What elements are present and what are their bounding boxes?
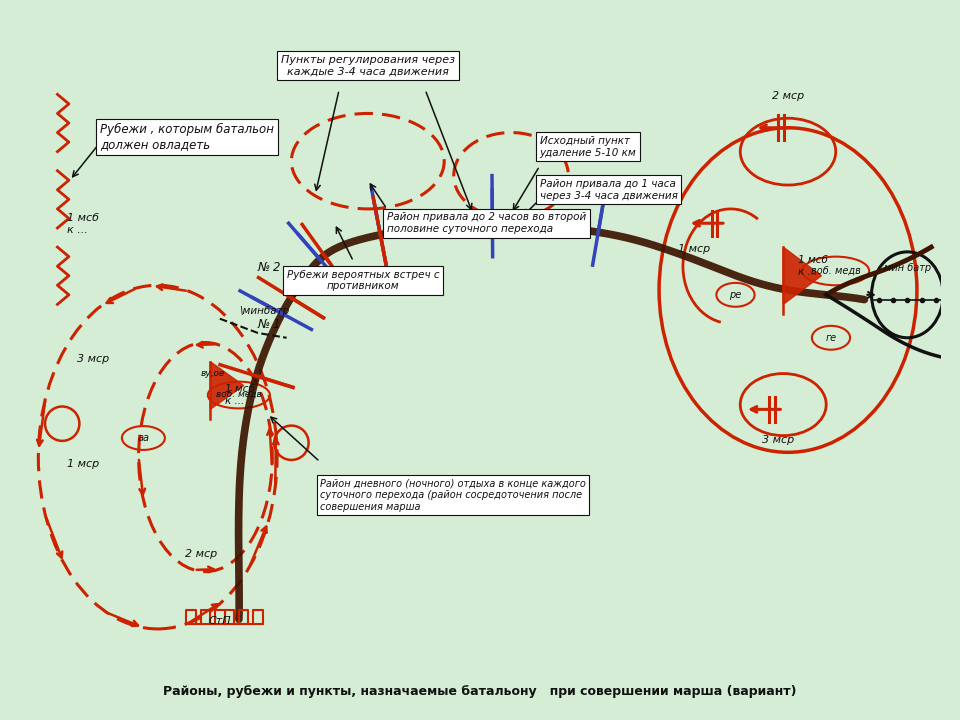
Text: 1 мсб
к ...: 1 мсб к ... — [67, 213, 99, 235]
Text: Исходный пункт
удаление 5-10 км: Исходный пункт удаление 5-10 км — [540, 136, 636, 158]
Text: 3 мср: 3 мср — [77, 354, 108, 364]
Text: № 2: № 2 — [258, 261, 281, 274]
Text: 1 мсб
к ...: 1 мсб к ... — [798, 256, 828, 277]
Text: Район дневного (ночного) отдыха в конце каждого
суточного перехода (район сосред: Район дневного (ночного) отдыха в конце … — [320, 479, 586, 512]
Text: Рубежи , которым батальон
должен овладеть: Рубежи , которым батальон должен овладет… — [101, 123, 275, 151]
Text: мин батр: мин батр — [884, 263, 931, 273]
Text: Район привала до 1 часа
через 3-4 часа движения: Район привала до 1 часа через 3-4 часа д… — [540, 179, 678, 201]
Polygon shape — [783, 247, 822, 305]
Text: аа: аа — [137, 433, 150, 443]
Text: 2 мср: 2 мср — [772, 91, 804, 101]
Text: 2 мср: 2 мср — [184, 549, 217, 559]
Text: 1 мсб
к ...: 1 мсб к ... — [225, 384, 254, 406]
Polygon shape — [210, 361, 244, 410]
Text: Рубежи вероятных встреч с
противником: Рубежи вероятных встреч с противником — [287, 270, 440, 292]
Text: 3 мср: 3 мср — [762, 435, 795, 445]
Text: ге: ге — [826, 333, 836, 343]
Text: Пункты регулирования через
каждые 3-4 часа движения: Пункты регулирования через каждые 3-4 ча… — [280, 55, 455, 76]
Text: 1 мср: 1 мср — [67, 459, 99, 469]
Text: воб. медв: воб. медв — [216, 390, 262, 400]
Text: 1 мср: 1 мср — [678, 244, 710, 254]
Text: Район привала до 2 часов во второй
половине суточного перехода: Район привала до 2 часов во второй полов… — [387, 212, 587, 234]
Text: Районы, рубежи и пункты, назначаемые батальону   при совершении марша (вариант): Районы, рубежи и пункты, назначаемые бат… — [163, 685, 797, 698]
Text: \минбатр: \минбатр — [239, 306, 289, 316]
Text: ре: ре — [730, 290, 741, 300]
Text: ву,ое: ву,ое — [201, 369, 226, 378]
Text: СтП: СтП — [208, 616, 231, 626]
Text: воб. медв: воб. медв — [811, 266, 861, 276]
Text: № 1: № 1 — [258, 318, 281, 331]
